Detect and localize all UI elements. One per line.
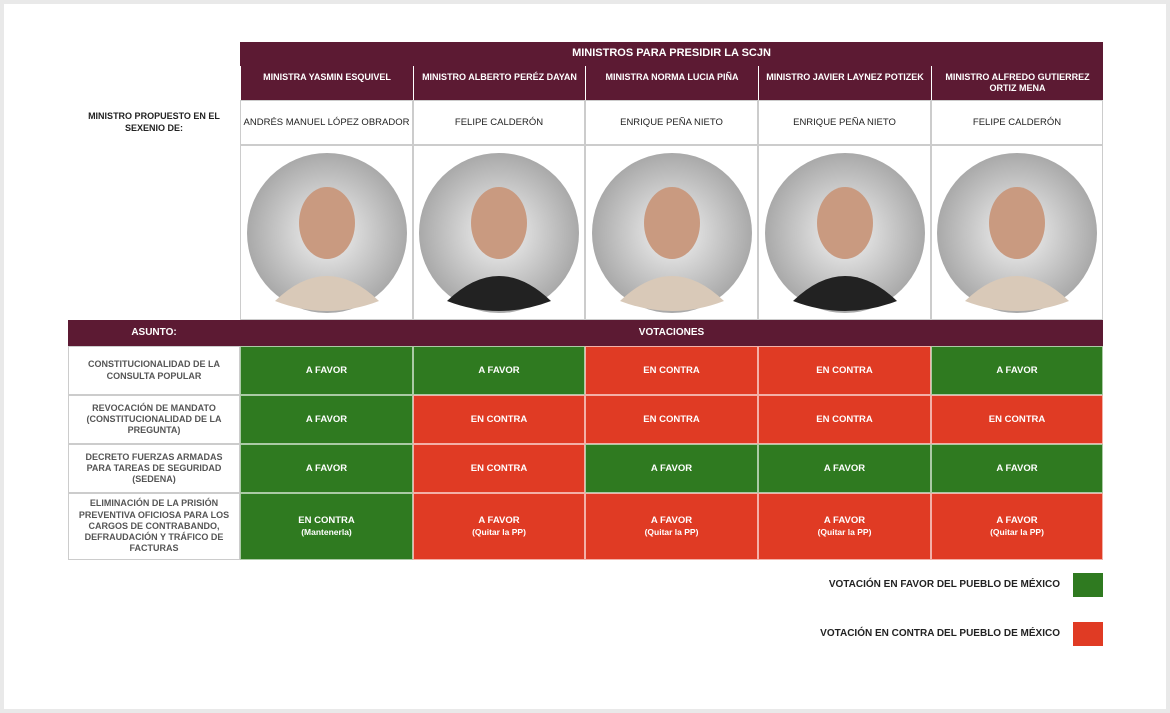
proposer-cell: FELIPE CALDERÓN [931,100,1103,145]
vote-cell: EN CONTRA [758,346,931,395]
vote-cell: A FAVOR [585,444,758,493]
vote: A FAVOR [305,364,348,376]
minister-name: MINISTRA NORMA LUCIA PIÑA [605,72,739,82]
card: MINISTROS PARA PRESIDIR LA SCJN MINISTRO … [4,4,1166,709]
vote: EN CONTRA [470,413,528,425]
vote: EN CONTRA [470,462,528,474]
subject-cell: DECRETO FUERZAS ARMADAS PARA TAREAS DE S… [68,444,240,493]
subject-header: ASUNTO: [68,320,240,346]
vote-note: (Quitar la PP) [817,527,872,538]
vote: EN CONTRA [816,364,873,376]
vote-note: (Quitar la PP) [644,527,699,538]
title-cell: MINISTROS PARA PRESIDIR LA SCJN [240,42,1103,66]
vote: A FAVOR [996,462,1038,474]
photo-cell [931,145,1103,320]
vote-cell: A FAVOR [240,444,413,493]
minister-name-cell: MINISTRO ALFREDO GUTIERREZ ORTIZ MENA [931,66,1103,100]
proposer-label-cell: MINISTRO PROPUESTO EN EL SEXENIO DE: [68,100,240,145]
vote-cell: A FAVOR [931,444,1103,493]
proposer-cell: ENRIQUE PEÑA NIETO [585,100,758,145]
legend-swatch [1073,573,1103,597]
photo [246,152,407,313]
votes-header: VOTACIONES [240,320,1103,346]
proposer-cell: FELIPE CALDERÓN [413,100,585,145]
vote-cell: EN CONTRA [758,395,931,444]
vote: A FAVOR [478,364,520,376]
legend-label: VOTACIÓN EN FAVOR DEL PUEBLO DE MÉXICO [828,578,1060,590]
proposer: ENRIQUE PEÑA NIETO [793,116,896,128]
vote-cell: EN CONTRA [585,346,758,395]
subject: CONSTITUCIONALIDAD DE LA CONSULTA POPULA… [88,359,220,381]
minister-name: MINISTRO ALFREDO GUTIERREZ ORTIZ MENA [945,72,1090,94]
vote: EN CONTRA [643,364,700,376]
subject-cell: CONSTITUCIONALIDAD DE LA CONSULTA POPULA… [68,346,240,395]
subject-cell: REVOCACIÓN DE MANDATO (CONSTITUCIONALIDA… [68,395,240,444]
vote-cell: A FAVOR [413,346,585,395]
subject-label: ASUNTO: [131,326,177,338]
legend-label: VOTACIÓN EN CONTRA DEL PUEBLO DE MÉXICO [820,627,1060,639]
vote: A FAVOR [823,515,866,527]
vote-cell: A FAVOR [758,444,931,493]
legend-label-cell: VOTACIÓN EN FAVOR DEL PUEBLO DE MÉXICO [700,573,1060,597]
vote: A FAVOR [996,515,1038,527]
vote: A FAVOR [305,413,348,425]
proposer: FELIPE CALDERÓN [972,116,1062,128]
proposer-cell: ENRIQUE PEÑA NIETO [758,100,931,145]
photo [937,152,1097,313]
photo [419,152,579,313]
minister-name: MINISTRO ALBERTO PERÉZ DAYAN [422,72,577,82]
proposer: ENRIQUE PEÑA NIETO [620,116,723,128]
vote-cell: A FAVOR [240,346,413,395]
vote-note: (Quitar la PP) [990,527,1044,538]
photo-cell [413,145,585,320]
photo-cell [585,145,758,320]
vote: EN CONTRA [298,515,355,527]
vote-cell: A FAVOR (Quitar la PP) [931,493,1103,560]
minister-name-cell: MINISTRA YASMIN ESQUIVEL [240,66,413,100]
minister-name-cell: MINISTRA NORMA LUCIA PIÑA [585,66,758,100]
proposer-label: MINISTRO PROPUESTO EN EL SEXENIO DE: [88,111,220,133]
subject: ELIMINACIÓN DE LA PRISIÓN PREVENTIVA OFI… [78,498,230,554]
vote-cell: EN CONTRA [413,395,585,444]
photo [764,152,925,313]
vote: A FAVOR [823,462,866,474]
vote-cell: EN CONTRA [931,395,1103,444]
subject: DECRETO FUERZAS ARMADAS PARA TAREAS DE S… [85,451,223,485]
vote-cell: EN CONTRA [585,395,758,444]
vote-note: (Quitar la PP) [472,527,526,538]
vote-cell: A FAVOR (Quitar la PP) [413,493,585,560]
vote: A FAVOR [305,462,348,474]
vote: A FAVOR [650,462,693,474]
vote-cell: A FAVOR (Quitar la PP) [758,493,931,560]
subject-cell: ELIMINACIÓN DE LA PRISIÓN PREVENTIVA OFI… [68,493,240,560]
minister-name: MINISTRO JAVIER LAYNEZ POTIZEK [766,72,924,82]
vote-cell: A FAVOR (Quitar la PP) [585,493,758,560]
subject: REVOCACIÓN DE MANDATO (CONSTITUCIONALIDA… [86,402,222,436]
minister-name-cell: MINISTRO JAVIER LAYNEZ POTIZEK [758,66,931,100]
minister-name: MINISTRA YASMIN ESQUIVEL [263,72,391,82]
proposer-cell: ANDRÉS MANUEL LÓPEZ OBRADOR [240,100,413,145]
photo-cell [758,145,931,320]
proposer: ANDRÉS MANUEL LÓPEZ OBRADOR [243,116,410,128]
vote-note: (Mantenerla) [301,527,352,538]
vote: A FAVOR [996,364,1038,376]
vote-cell: EN CONTRA (Mantenerla) [240,493,413,560]
photo-cell [240,145,413,320]
vote-cell: EN CONTRA [413,444,585,493]
vote: EN CONTRA [988,413,1046,425]
vote: A FAVOR [478,515,520,527]
proposer: FELIPE CALDERÓN [454,116,544,128]
vote: A FAVOR [650,515,693,527]
legend-label-cell: VOTACIÓN EN CONTRA DEL PUEBLO DE MÉXICO [700,622,1060,646]
vote: EN CONTRA [816,413,873,425]
title: MINISTROS PARA PRESIDIR LA SCJN [572,47,771,60]
legend-swatch [1073,622,1103,646]
votes-label: VOTACIONES [638,326,705,338]
vote: EN CONTRA [643,413,700,425]
vote-cell: A FAVOR [240,395,413,444]
photo [591,152,752,313]
minister-name-cell: MINISTRO ALBERTO PERÉZ DAYAN [413,66,585,100]
vote-cell: A FAVOR [931,346,1103,395]
